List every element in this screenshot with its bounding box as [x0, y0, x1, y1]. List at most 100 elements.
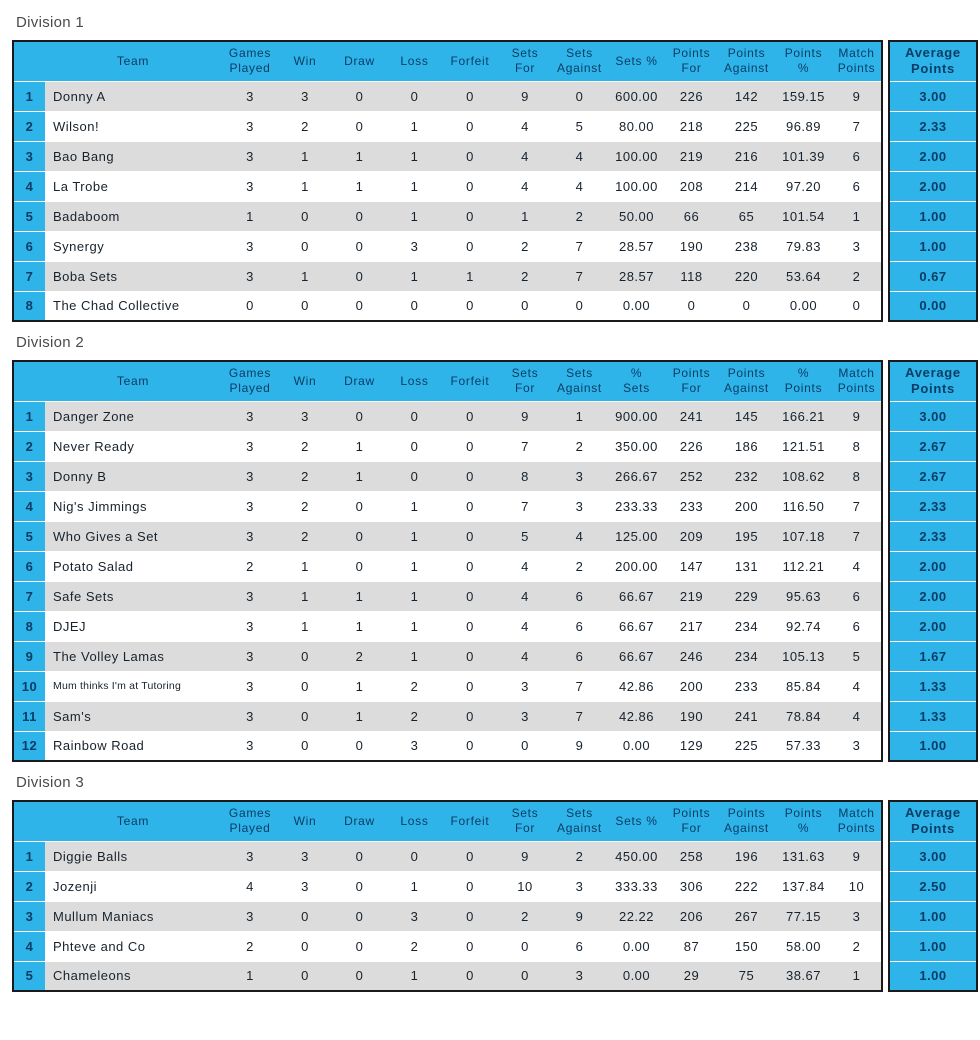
stat-cell: 241	[665, 401, 718, 432]
stat-cell: 238	[718, 231, 775, 262]
rank-column-header	[13, 801, 45, 842]
stat-cell: 0	[441, 551, 499, 582]
stat-cell: 200	[718, 491, 775, 522]
stat-cell: 3	[221, 671, 279, 702]
stat-cell: 2	[279, 521, 331, 552]
stat-cell: 137.84	[775, 871, 832, 902]
stat-cell: 0	[331, 841, 388, 872]
stat-cell: 42.86	[608, 671, 665, 702]
stat-cell: 3	[221, 731, 279, 762]
column-header: Points %	[775, 41, 832, 82]
stat-cell: 2	[499, 231, 551, 262]
stat-cell: 10	[499, 871, 551, 902]
rank-cell: 1	[13, 401, 45, 432]
table-row: 2.00	[889, 581, 977, 612]
stat-cell: 195	[718, 521, 775, 552]
stat-cell: 4	[832, 701, 882, 732]
stat-cell: 57.33	[775, 731, 832, 762]
stat-cell: 150	[718, 931, 775, 962]
stat-cell: 2	[331, 641, 388, 672]
stat-cell: 7	[499, 431, 551, 462]
stat-cell: 3	[499, 701, 551, 732]
average-points-cell: 2.00	[889, 611, 977, 642]
stat-cell: 95.63	[775, 581, 832, 612]
stat-cell: 233	[665, 491, 718, 522]
stat-cell: 3	[551, 491, 608, 522]
column-header: Sets For	[499, 801, 551, 842]
stat-cell: 4	[832, 551, 882, 582]
stat-cell: 0	[388, 841, 441, 872]
header-row: Team Games Played Win Draw Loss Forfeit Sets F…	[13, 801, 882, 842]
stat-cell: 3	[832, 731, 882, 762]
stat-cell: 9	[499, 841, 551, 872]
rank-cell: 2	[13, 111, 45, 142]
stat-cell: 0	[388, 401, 441, 432]
stat-cell: 2	[388, 701, 441, 732]
stat-cell: 65	[718, 201, 775, 232]
stat-cell: 0	[388, 431, 441, 462]
rank-cell: 9	[13, 641, 45, 672]
stat-cell: 219	[665, 141, 718, 172]
stat-cell: 3	[388, 901, 441, 932]
stat-cell: 900.00	[608, 401, 665, 432]
column-header: Match Points	[832, 801, 882, 842]
standings-table: Team Games Played Win Draw Loss Forfeit Sets F…	[12, 360, 883, 762]
header-row: Team Games Played Win Draw Loss Forfeit Sets F…	[13, 41, 882, 82]
stat-cell: 142	[718, 81, 775, 112]
column-header: Win	[279, 801, 331, 842]
rank-cell: 10	[13, 671, 45, 702]
stat-cell: 1	[279, 141, 331, 172]
column-header: Forfeit	[441, 41, 499, 82]
table-row: 2.00	[889, 611, 977, 642]
stat-cell: 0	[279, 671, 331, 702]
stat-cell: 6	[832, 611, 882, 642]
stat-cell: 101.54	[775, 201, 832, 232]
rank-cell: 3	[13, 141, 45, 172]
stat-cell: 1	[221, 201, 279, 232]
stat-cell: 7	[832, 111, 882, 142]
stat-cell: 0	[441, 461, 499, 492]
stat-cell: 225	[718, 111, 775, 142]
rank-column-header	[13, 41, 45, 82]
stat-cell: 0	[441, 431, 499, 462]
stat-cell: 4	[499, 171, 551, 202]
stat-cell: 0	[441, 641, 499, 672]
column-header: Games Played	[221, 801, 279, 842]
stat-cell: 0	[499, 731, 551, 762]
stat-cell: 450.00	[608, 841, 665, 872]
stat-cell: 0	[331, 201, 388, 232]
stat-cell: 3	[221, 111, 279, 142]
stat-cell: 3	[551, 461, 608, 492]
stat-cell: 4	[499, 581, 551, 612]
stat-cell: 3	[279, 871, 331, 902]
stat-cell: 53.64	[775, 261, 832, 292]
stat-cell: 5	[832, 641, 882, 672]
table-row: 0.67	[889, 261, 977, 292]
table-row: 2.67	[889, 431, 977, 462]
column-header: Team	[45, 41, 221, 82]
stat-cell: 2	[221, 931, 279, 962]
stat-cell: 0.00	[775, 291, 832, 322]
stat-cell: 1	[388, 111, 441, 142]
stat-cell: 0.00	[608, 291, 665, 322]
stat-cell: 4	[499, 641, 551, 672]
stat-cell: 0	[665, 291, 718, 322]
stat-cell: 1	[832, 201, 882, 232]
team-name-cell: Bao Bang	[45, 141, 221, 172]
column-header: Points %	[775, 801, 832, 842]
stat-cell: 66.67	[608, 581, 665, 612]
header-row: Average Points	[889, 41, 977, 82]
stat-cell: 6	[551, 641, 608, 672]
team-name-cell: Mum thinks I'm at Tutoring	[45, 671, 221, 702]
stat-cell: 2	[388, 671, 441, 702]
stat-cell: 38.67	[775, 961, 832, 992]
stat-cell: 234	[718, 611, 775, 642]
stat-cell: 78.84	[775, 701, 832, 732]
stat-cell: 7	[551, 701, 608, 732]
average-points-cell: 0.67	[889, 261, 977, 292]
stat-cell: 1	[331, 431, 388, 462]
rank-cell: 4	[13, 491, 45, 522]
stat-cell: 92.74	[775, 611, 832, 642]
divisions-container: Division 1 Team Games Played Win Draw Loss For…	[12, 14, 978, 992]
average-points-cell: 2.00	[889, 551, 977, 582]
